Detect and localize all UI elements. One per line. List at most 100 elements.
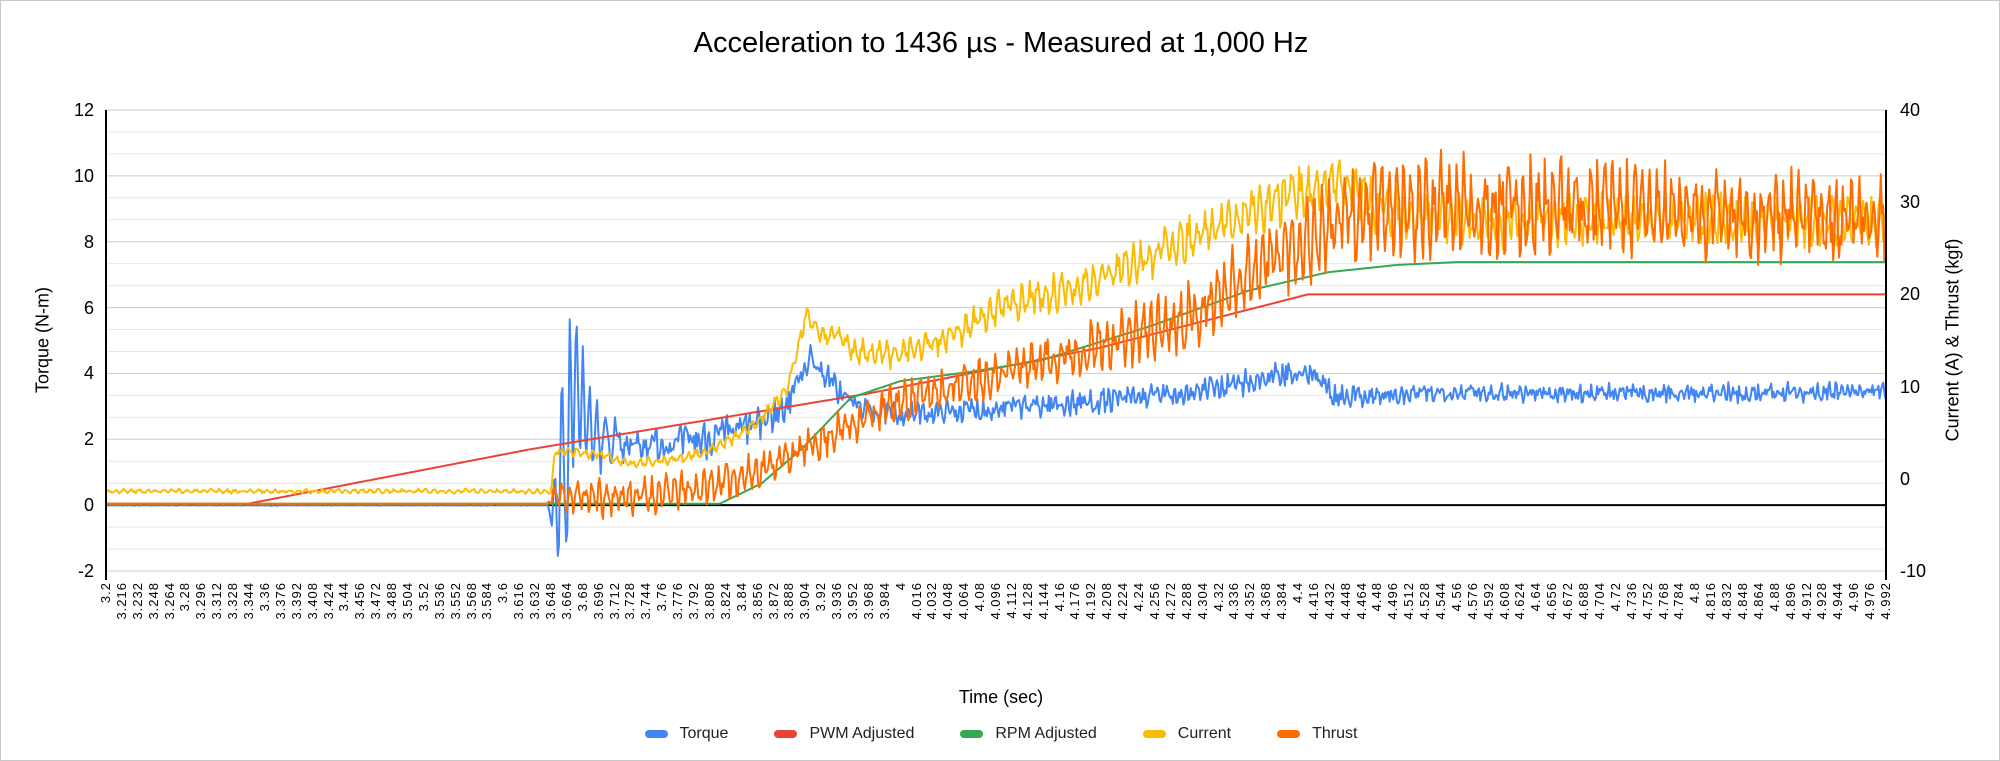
left-axis-tick-label: 10 <box>73 165 94 186</box>
x-axis-tick-label: 4.144 <box>1035 582 1051 620</box>
x-axis-tick-label: 4.704 <box>1591 582 1607 620</box>
x-axis-tick-label: 4.8 <box>1687 582 1703 604</box>
x-axis-tick-label: 3.568 <box>463 582 479 620</box>
x-axis-tick-label: 3.504 <box>399 582 415 620</box>
x-axis-tick-label: 4.08 <box>972 582 988 612</box>
x-axis-tick-label: 4 <box>892 582 908 591</box>
x-axis-tick-label: 4.864 <box>1750 582 1766 620</box>
x-axis-tick-label: 3.984 <box>876 582 892 620</box>
x-axis-tick-label: 3.904 <box>797 582 813 620</box>
right-axis-tick-label: 0 <box>1900 468 1911 489</box>
plot-area[interactable] <box>104 109 1890 582</box>
x-axis-tick-label: 4.896 <box>1782 582 1798 620</box>
x-axis-tick-label: 4.656 <box>1544 582 1560 620</box>
x-axis-tick-label: 4.128 <box>1019 582 1035 620</box>
x-axis-tick-label: 3.616 <box>511 582 527 620</box>
left-axis-title: Torque (N-m) <box>32 286 53 394</box>
chart-title: Acceleration to 1436 µs - Measured at 1,… <box>693 27 1309 59</box>
x-axis-tick-label: 3.632 <box>527 582 543 620</box>
right-axis-tick-label: 10 <box>1900 376 1921 397</box>
x-axis-tick-label: 3.824 <box>717 582 733 620</box>
left-axis-tick-label: 0 <box>83 495 94 516</box>
legend-item-pwm-adjusted[interactable]: PWM Adjusted <box>774 725 914 743</box>
x-axis-tick-label: 4.832 <box>1719 582 1735 620</box>
x-axis-tick-label: 4.4 <box>1289 582 1305 604</box>
x-axis-tick-label: 4.688 <box>1576 582 1592 620</box>
right-axis-title: Current (A) & Thrust (kgf) <box>1942 238 1963 442</box>
x-axis-tick-label: 4.512 <box>1401 582 1417 620</box>
x-axis-tick-label: 3.376 <box>272 582 288 620</box>
legend-label: Current <box>1177 725 1232 742</box>
x-axis-tick-label: 3.408 <box>304 582 320 620</box>
x-axis-tick-label: 3.952 <box>844 582 860 620</box>
thrust-line <box>106 148 1887 520</box>
x-axis-tick-label: 4.752 <box>1639 582 1655 620</box>
x-axis-tick-label: 3.872 <box>765 582 781 620</box>
legend-item-rpm-adjusted[interactable]: RPM Adjusted <box>960 725 1097 743</box>
x-axis-tick-label: 4.528 <box>1417 582 1433 620</box>
legend: Torque PWM Adjusted RPM Adjusted Current Thr… <box>1 725 1999 743</box>
x-axis-tick-label: 4.496 <box>1385 582 1401 620</box>
x-axis-tick-label: 3.28 <box>177 582 193 612</box>
legend-label: Thrust <box>1312 725 1358 742</box>
x-axis-tick-label: 4.24 <box>1131 582 1147 612</box>
x-axis-tick-label: 3.312 <box>209 582 225 620</box>
x-axis-tick-label: 4.928 <box>1814 582 1830 620</box>
legend-item-current[interactable]: Current <box>1142 725 1232 743</box>
x-axis-tick-label: 3.472 <box>368 582 384 620</box>
legend-swatch-icon <box>1277 730 1301 738</box>
legend-swatch-icon <box>644 730 668 738</box>
x-axis-tick-label: 4.384 <box>1274 582 1290 620</box>
x-axis-tick-label: 4.288 <box>1178 582 1194 620</box>
x-axis-tick-label: 4.208 <box>1099 582 1115 620</box>
x-axis-tick-label: 4.992 <box>1878 582 1893 620</box>
x-axis-tick-label: 4.912 <box>1798 582 1814 620</box>
x-axis-tick-label: 4.368 <box>1258 582 1274 620</box>
x-axis-title: Time (sec) <box>958 687 1044 707</box>
x-axis-tick-label: 3.344 <box>241 582 257 620</box>
legend-item-torque[interactable]: Torque <box>644 725 729 743</box>
x-axis-tick-label: 4.816 <box>1703 582 1719 620</box>
x-axis-tick-label: 3.936 <box>829 582 845 620</box>
x-axis-tick-label: 4.096 <box>988 582 1003 620</box>
x-axis-tick-label: 4.176 <box>1067 582 1083 620</box>
x-axis-tick-label: 4.32 <box>1210 582 1226 612</box>
x-axis-tick-label: 4.48 <box>1369 582 1385 612</box>
left-axis-tick-label: 8 <box>83 231 94 252</box>
x-axis-tick-label: 3.392 <box>288 582 304 620</box>
x-axis-tick-label: 3.488 <box>384 582 400 620</box>
x-axis-tick-label: 3.648 <box>543 582 558 620</box>
x-axis-tick-label: 3.888 <box>781 582 797 620</box>
legend-label: Torque <box>679 725 729 742</box>
legend-item-thrust[interactable]: Thrust <box>1277 725 1357 743</box>
x-axis-tick-label: 4.672 <box>1560 582 1576 620</box>
x-axis-tick-label: 3.856 <box>749 582 765 620</box>
torque-line <box>105 318 1887 557</box>
x-axis-tick-label: 3.712 <box>606 582 622 620</box>
x-axis-tick-label: 3.328 <box>225 582 241 620</box>
x-axis-tick-label: 3.76 <box>654 582 670 612</box>
x-axis-tick-label: 3.2 <box>98 582 113 604</box>
x-axis-tick-label: 3.696 <box>590 582 606 620</box>
x-axis-tick-label: 4.768 <box>1655 582 1671 620</box>
x-axis-tick-label: 4.96 <box>1846 582 1862 612</box>
rpm-adjusted-line <box>106 261 1886 505</box>
x-axis-tick-label: 3.264 <box>161 582 177 620</box>
right-axis-tick-label: 20 <box>1900 284 1921 305</box>
x-axis-tick-label: 3.536 <box>431 582 447 620</box>
x-axis-tick-label: 3.44 <box>336 582 352 612</box>
x-axis-tick-label: 4.272 <box>1162 582 1178 620</box>
x-axis-tick-label: 4.88 <box>1766 582 1782 612</box>
x-axis-tick-label: 4.576 <box>1464 582 1480 620</box>
x-axis-tick-label: 3.248 <box>145 582 161 620</box>
x-axis-tick-label: 3.744 <box>638 582 654 620</box>
x-axis-tick-label: 4.72 <box>1607 582 1623 612</box>
x-axis-tick-label: 4.064 <box>956 582 972 620</box>
x-axis-tick-label: 4.032 <box>924 582 940 620</box>
x-axis-tick-label: 4.336 <box>1226 582 1242 620</box>
x-axis-tick-label: 4.56 <box>1448 582 1464 612</box>
right-axis-tick-label: 30 <box>1900 192 1921 213</box>
x-axis-tick-label: 3.584 <box>479 582 495 620</box>
x-axis-tick-label: 3.232 <box>129 582 145 620</box>
